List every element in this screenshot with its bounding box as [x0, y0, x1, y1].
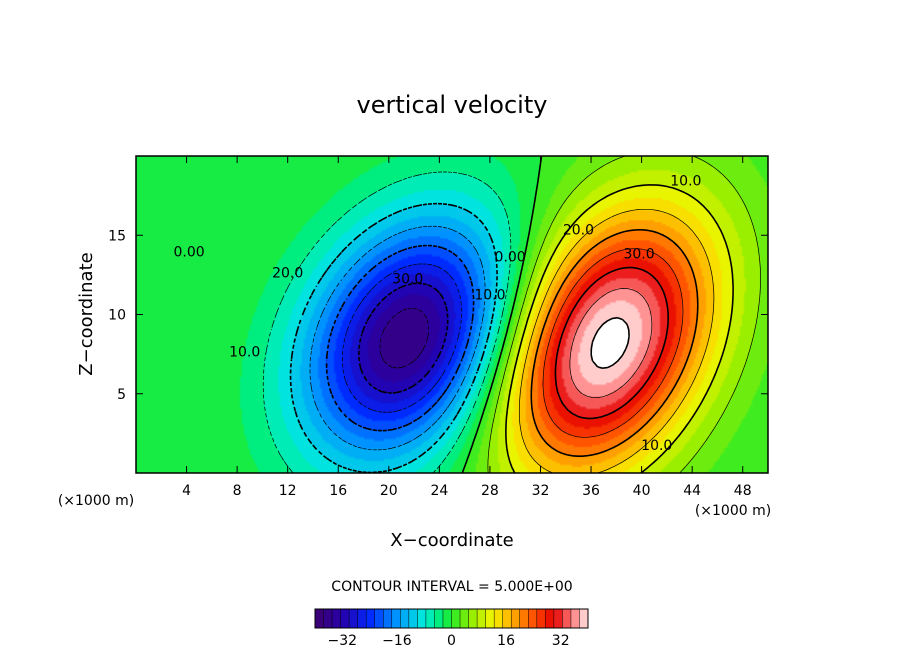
colorbar-cell [468, 609, 478, 628]
colorbar-cells [314, 609, 589, 628]
contour-label: 20.0 [563, 222, 594, 238]
x-axis-ticks: 4 8 12 16 20 24 28 32 36 40 44 48 [182, 156, 752, 499]
contour-line-15 [518, 208, 715, 473]
colorbar-cell [323, 609, 333, 628]
x-tick-label: 28 [481, 483, 499, 499]
colorbar-cell [349, 609, 359, 628]
x-tick-label: 32 [532, 483, 550, 499]
colorbar-cell [511, 609, 521, 628]
colorbar-cell [442, 609, 452, 628]
contour-line-0 [461, 156, 543, 473]
x-unit-left: (×1000 m) [58, 493, 134, 509]
x-tick-label: 48 [734, 483, 752, 499]
contour-line-20 [530, 229, 699, 457]
colorbar-cell [425, 609, 435, 628]
contour-line-5 [487, 156, 761, 473]
contour-labels: 0.00 10.0 20.0 30.0 10.0 0.00 10.0 20.0 30.0 10.0 [174, 173, 702, 454]
contour-line-25 [542, 248, 684, 438]
colorbar-cell [545, 609, 555, 628]
contour-lines [262, 156, 761, 473]
contour-label: 10.0 [670, 173, 701, 189]
x-tick-label: 20 [380, 483, 398, 499]
colorbar-tick-label: 32 [552, 633, 570, 649]
x-tick-label: 4 [182, 483, 191, 499]
contour-label: 30.0 [392, 272, 423, 288]
chart-title: vertical velocity [357, 91, 548, 119]
colorbar-cell [340, 609, 350, 628]
contour-label: 10.0 [474, 287, 505, 303]
contour-line-neg15 [309, 225, 486, 451]
contour-label: 10.0 [229, 345, 260, 361]
colorbar-cell [502, 609, 512, 628]
colorbar-cell [417, 609, 427, 628]
x-tick-label: 16 [329, 483, 347, 499]
colorbar-cell [477, 609, 487, 628]
colorbar-frame [314, 608, 589, 629]
y-axis-label: Z−coordinate [76, 252, 97, 375]
contour-line-10 [505, 184, 734, 473]
colorbar-cell [366, 609, 376, 628]
colorbar-cell [383, 609, 393, 628]
contour-line-neg25 [341, 263, 462, 413]
x-unit-right: (×1000 m) [695, 503, 771, 519]
contour-label: 30.0 [623, 246, 654, 262]
colorbar-cell [332, 609, 341, 628]
colorbar-ticks: −32 −16 0 16 32 [328, 633, 570, 649]
colorbar-cell [553, 609, 563, 628]
velocity-color-field [136, 156, 768, 473]
colorbar-cell [519, 609, 529, 628]
colorbar: −32 −16 0 16 32 [314, 608, 589, 649]
x-tick-label: 24 [430, 483, 448, 499]
colorbar-cell [562, 609, 572, 628]
contour-line-40 [590, 316, 630, 369]
contour-label: 20.0 [272, 265, 303, 281]
x-tick-label: 8 [233, 483, 242, 499]
x-tick-label: 12 [279, 483, 297, 499]
y-tick-label: 5 [117, 387, 126, 403]
contour-line-neg30 [358, 282, 449, 394]
colorbar-cell [357, 609, 367, 628]
colorbar-cell [315, 609, 324, 628]
colorbar-cell [460, 609, 469, 628]
contour-interval-text: CONTOUR INTERVAL = 5.000E+00 [331, 579, 572, 595]
colorbar-tick-label: −16 [382, 633, 412, 649]
contour-line-neg10 [289, 202, 498, 473]
colorbar-cell [579, 609, 589, 628]
colorbar-cell [485, 609, 495, 628]
contour-label: 0.00 [174, 245, 205, 261]
colorbar-cell [451, 609, 461, 628]
x-tick-label: 40 [633, 483, 651, 499]
contour-label: 0.00 [495, 249, 526, 265]
contour-line-neg5 [262, 171, 512, 473]
x-tick-label: 36 [582, 483, 600, 499]
colorbar-cell [570, 609, 580, 628]
colorbar-cell [536, 609, 546, 628]
y-axis-ticks: 5 10 15 [108, 228, 768, 403]
colorbar-cell [434, 609, 444, 628]
plot-area: 0.00 10.0 20.0 30.0 10.0 0.00 10.0 20.0 30.0 10.0 [135, 155, 769, 474]
contour-line-35 [569, 288, 653, 398]
colorbar-cell [400, 609, 410, 628]
x-axis-label: X−coordinate [390, 530, 513, 551]
x-tick-label: 44 [683, 483, 701, 499]
contour-line-neg35 [379, 307, 430, 369]
colorbar-tick-label: −32 [328, 633, 358, 649]
contour-line-30 [554, 266, 669, 420]
colorbar-cell [408, 609, 418, 628]
y-tick-label: 10 [108, 308, 126, 324]
colorbar-tick-label: 0 [447, 633, 456, 649]
colorbar-cell [528, 609, 538, 628]
y-tick-label: 15 [108, 228, 126, 244]
colorbar-cell [374, 609, 384, 628]
contour-label: 10.0 [641, 438, 672, 454]
contour-line-neg20 [325, 244, 475, 432]
colorbar-cell [494, 609, 504, 628]
colorbar-cell [391, 609, 401, 628]
colorbar-tick-label: 16 [497, 633, 515, 649]
